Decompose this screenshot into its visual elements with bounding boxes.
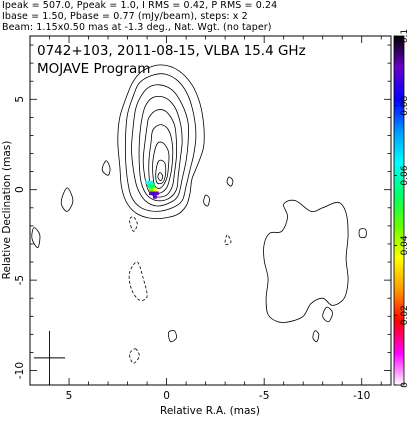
header-line-peak: Ipeak = 507.0, Ppeak = 1.0, I RMS = 0.42…	[2, 0, 278, 11]
contour-line	[148, 124, 174, 194]
contour-line	[124, 73, 197, 212]
pol-pixel	[149, 180, 153, 185]
contour-line	[31, 227, 41, 248]
negative-contour	[129, 348, 140, 364]
pol-pixel	[147, 184, 151, 188]
pol-pixel	[152, 195, 157, 199]
plot-subtitle: MOJAVE Program	[37, 61, 150, 77]
negative-contour	[128, 261, 148, 301]
pol-pixel	[150, 184, 155, 188]
axis-ticks: 5 0 -5 -10 5 0 -5 -10	[14, 36, 391, 402]
colorbar	[393, 35, 405, 386]
contour-line	[155, 159, 167, 185]
contour-line	[117, 64, 205, 220]
contour-line	[152, 141, 170, 189]
y-tick-label: -10	[14, 362, 26, 379]
contour-line	[101, 160, 111, 176]
contour-line	[203, 194, 210, 207]
y-tick-label: 0	[14, 186, 26, 193]
colorbar-tick-label: 0.02	[400, 305, 409, 325]
negative-contour	[224, 234, 232, 245]
polarization-pixels	[145, 180, 159, 199]
x-tick-label: -10	[353, 390, 370, 402]
contour-line	[60, 187, 74, 212]
x-axis-title: Relative R.A. (mas)	[160, 405, 260, 417]
colorbar-labels: 0 0.02 0.04 0.06 0.08 0.1	[394, 29, 409, 388]
pol-pixel	[145, 180, 150, 185]
colorbar-tick-label: 0	[400, 382, 409, 388]
colorbar-tick-label: 0.1	[400, 29, 409, 43]
x-tick-label: 0	[163, 390, 170, 402]
header-line-base: Ibase = 1.50, Pbase = 0.77 (mJy/beam), s…	[2, 11, 248, 22]
contour-line	[142, 109, 178, 198]
pol-pixel	[149, 191, 153, 196]
y-axis-title: Relative Declination (mas)	[1, 141, 13, 280]
colorbar-tick-label: 0.06	[400, 165, 409, 185]
pol-pixel	[149, 187, 153, 192]
negative-contour	[129, 216, 138, 232]
contour-line	[167, 330, 177, 343]
pol-pixel	[152, 187, 157, 192]
plot-frame	[29, 35, 392, 386]
contours	[31, 64, 367, 364]
header-line-beam: Beam: 1.15x0.50 mas at -1.3 deg., Nat. W…	[2, 22, 272, 33]
x-tick-label: -5	[259, 390, 269, 402]
colorbar-tick-label: 0.08	[400, 96, 409, 116]
contour-line	[131, 84, 189, 207]
x-tick-label: 5	[66, 390, 73, 402]
contour-line	[157, 172, 164, 182]
contour-line	[322, 306, 333, 323]
y-tick-label: 5	[14, 96, 26, 103]
colorbar-tick-label: 0.04	[400, 235, 409, 255]
plot-title: 0742+103, 2011-08-15, VLBA 15.4 GHz	[37, 43, 306, 59]
contour-line	[226, 176, 234, 187]
pol-pixel	[154, 191, 159, 196]
contour-line	[312, 330, 320, 343]
y-tick-label: -5	[14, 275, 26, 285]
contour-line	[358, 228, 367, 238]
contour-line	[138, 95, 183, 202]
beam-marker	[33, 330, 66, 385]
contour-line	[263, 199, 349, 323]
